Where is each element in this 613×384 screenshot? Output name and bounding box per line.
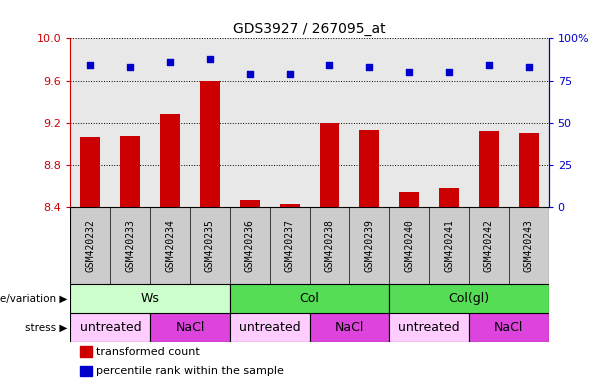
Text: GSM420234: GSM420234 [165,219,175,272]
Bar [70,284,230,313]
Text: untreated: untreated [80,321,141,334]
Bar [230,284,389,313]
Text: GSM420237: GSM420237 [284,219,295,272]
Bar [389,284,549,313]
Bar [200,81,220,207]
Bar [240,200,260,207]
Text: GSM420236: GSM420236 [245,219,255,272]
Text: NaCl: NaCl [335,321,364,334]
Point [444,69,454,75]
Text: genotype/variation ▶: genotype/variation ▶ [0,293,67,304]
Text: untreated: untreated [398,321,460,334]
Bar [469,313,549,342]
Text: GSM420242: GSM420242 [484,219,494,272]
Text: GSM420235: GSM420235 [205,219,215,272]
Text: NaCl: NaCl [494,321,524,334]
Text: Col(gl): Col(gl) [448,292,490,305]
Text: Ws: Ws [141,292,159,305]
Bar [319,123,340,207]
Bar [150,313,230,342]
Bar [479,131,499,207]
Bar [120,136,140,207]
Point [484,62,494,68]
Point [325,62,335,68]
Text: GSM420232: GSM420232 [85,219,96,272]
Text: percentile rank within the sample: percentile rank within the sample [96,366,284,376]
Text: transformed count: transformed count [96,347,200,357]
Text: GSM420243: GSM420243 [524,219,534,272]
Text: GSM420241: GSM420241 [444,219,454,272]
Bar [80,366,91,376]
Point [405,69,414,75]
Point [125,64,135,70]
Text: untreated: untreated [239,321,300,334]
Bar [80,346,91,357]
Text: stress ▶: stress ▶ [25,322,67,333]
Bar [230,313,310,342]
Bar [70,313,150,342]
Bar [80,137,101,207]
Text: GSM420239: GSM420239 [364,219,375,272]
Point [284,71,294,77]
Point [86,62,96,68]
Bar [519,134,539,207]
Point [364,64,374,70]
Bar [160,114,180,207]
Point [166,59,175,65]
Title: GDS3927 / 267095_at: GDS3927 / 267095_at [234,22,386,36]
Bar [359,130,379,207]
Point [245,71,255,77]
Bar [280,204,300,207]
Text: GSM420233: GSM420233 [125,219,135,272]
Text: NaCl: NaCl [175,321,205,334]
Text: Col: Col [300,292,319,305]
Text: GSM420240: GSM420240 [404,219,414,272]
Text: GSM420238: GSM420238 [324,219,335,272]
Bar [399,192,419,207]
Point [524,64,533,70]
Bar [439,189,459,207]
Bar [310,313,389,342]
Bar [389,313,469,342]
Point [205,56,215,62]
